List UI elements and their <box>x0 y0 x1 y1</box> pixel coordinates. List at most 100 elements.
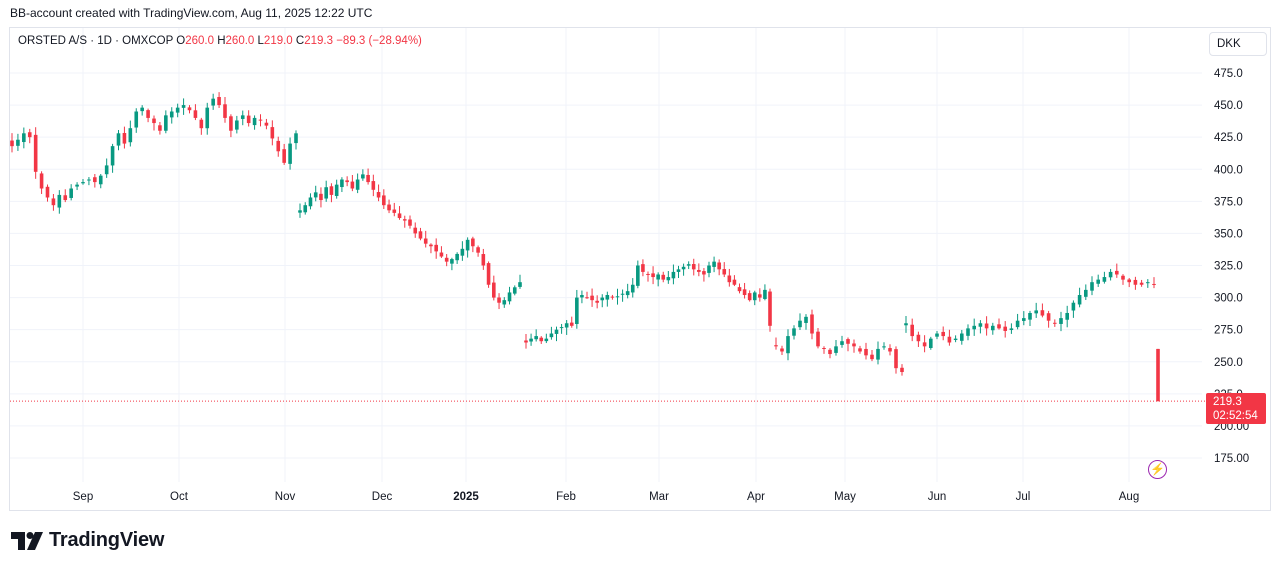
candle <box>636 260 640 289</box>
candle <box>355 173 360 194</box>
candle <box>615 288 620 305</box>
candle <box>16 133 20 151</box>
candle <box>298 203 302 218</box>
candle <box>223 97 227 123</box>
x-tick-label: Apr <box>747 491 765 503</box>
candle <box>852 339 856 353</box>
candle <box>429 243 433 254</box>
candle <box>600 294 605 308</box>
candle <box>217 92 221 108</box>
candle <box>350 174 355 192</box>
candle <box>804 314 808 330</box>
candle <box>646 271 650 282</box>
x-tick-label: Sep <box>73 491 93 503</box>
candle <box>972 318 976 336</box>
candle <box>294 130 298 150</box>
candle <box>187 105 192 114</box>
x-tick-label: Aug <box>1119 491 1139 503</box>
candle <box>810 309 814 340</box>
x-tick-label: Nov <box>275 491 296 503</box>
candle <box>630 278 635 298</box>
candle <box>870 349 874 362</box>
candle <box>707 261 711 278</box>
candle <box>625 283 630 299</box>
candle <box>610 294 615 300</box>
candle <box>786 329 790 361</box>
chart-pane[interactable] <box>9 27 1271 511</box>
candle <box>146 108 150 123</box>
brand-logo[interactable]: TradingView <box>11 529 164 552</box>
candle <box>502 297 507 308</box>
candle <box>966 324 970 341</box>
candle <box>1121 274 1125 285</box>
candle <box>211 93 215 110</box>
candle <box>345 176 349 187</box>
candle <box>774 337 778 350</box>
candle <box>512 285 517 296</box>
candle <box>1108 268 1113 281</box>
candle <box>858 345 862 354</box>
lightning-bolt-icon[interactable]: ⚡ <box>1148 460 1167 479</box>
candle <box>747 290 752 302</box>
candle <box>763 284 767 301</box>
candle <box>205 102 210 135</box>
candle <box>1071 300 1076 318</box>
candle <box>264 118 269 130</box>
x-tick-label: May <box>834 491 856 503</box>
candle <box>423 230 428 248</box>
candle <box>686 261 691 270</box>
candle <box>888 344 892 356</box>
candle <box>904 316 908 333</box>
candle <box>319 187 323 208</box>
candle <box>450 257 454 271</box>
candle <box>181 98 186 115</box>
y-tick-label: 450.0 <box>1214 100 1243 112</box>
candle <box>666 271 671 284</box>
candle <box>691 258 696 276</box>
candle <box>140 105 144 116</box>
candle <box>900 364 904 376</box>
candle <box>822 346 826 354</box>
candle <box>894 346 898 374</box>
legend-low-value: 219.0 <box>263 35 293 47</box>
candle <box>544 333 549 344</box>
candle <box>434 238 438 259</box>
candle <box>984 316 989 336</box>
candle <box>361 169 365 181</box>
x-tick-label: 2025 <box>453 491 479 503</box>
candle <box>846 337 850 352</box>
candle <box>742 282 747 299</box>
currency-selector[interactable]: DKK <box>1209 32 1267 56</box>
candle <box>947 329 952 346</box>
candle <box>282 143 286 165</box>
candle <box>1022 311 1026 326</box>
candle <box>329 183 334 203</box>
candle <box>1003 321 1007 338</box>
last-price-value: 219.3 <box>1213 396 1242 408</box>
candle <box>303 202 308 215</box>
legend-low-label: L <box>257 35 264 47</box>
candle <box>116 129 121 151</box>
candle <box>87 177 91 186</box>
candle <box>39 171 44 194</box>
candle <box>175 103 180 118</box>
candle <box>63 189 68 203</box>
candle <box>471 236 475 253</box>
candle <box>497 293 501 310</box>
candle <box>122 126 127 149</box>
candle <box>524 334 528 349</box>
last-price-badge: 219.3 02:52:54 <box>1206 393 1266 424</box>
candle <box>712 256 716 273</box>
y-tick-label: 300.0 <box>1214 293 1243 305</box>
candle <box>382 189 386 209</box>
candle <box>569 316 574 328</box>
candle <box>22 127 26 149</box>
symbol-legend: ORSTED A/S · 1D · OMXCOP O260.0 H260.0 L… <box>18 35 422 47</box>
candle <box>554 326 559 342</box>
candle <box>158 121 162 135</box>
x-tick-label: Mar <box>649 491 669 503</box>
candle <box>732 275 737 287</box>
candle <box>69 184 73 201</box>
candle <box>935 331 939 340</box>
